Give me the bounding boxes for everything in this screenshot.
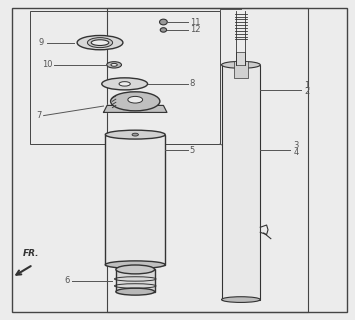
Ellipse shape: [87, 38, 113, 48]
Ellipse shape: [132, 133, 138, 136]
Bar: [29, 11, 220, 144]
Ellipse shape: [111, 63, 117, 66]
Ellipse shape: [116, 265, 155, 274]
Ellipse shape: [119, 82, 130, 86]
Ellipse shape: [107, 62, 121, 68]
Bar: [234, 61, 248, 77]
Text: 6: 6: [65, 276, 70, 285]
Bar: [116, 269, 155, 292]
Text: 11: 11: [190, 18, 200, 27]
Ellipse shape: [116, 288, 155, 295]
Ellipse shape: [105, 261, 165, 268]
Text: 4: 4: [294, 148, 299, 156]
Text: 7: 7: [37, 111, 42, 120]
Ellipse shape: [128, 96, 143, 103]
Bar: [236, 52, 245, 65]
Text: 10: 10: [42, 60, 53, 69]
Text: 1: 1: [304, 81, 310, 90]
Ellipse shape: [222, 297, 260, 302]
Text: 12: 12: [190, 25, 200, 35]
Text: 8: 8: [190, 79, 195, 88]
Bar: [105, 135, 165, 265]
Polygon shape: [104, 105, 167, 112]
Ellipse shape: [77, 36, 123, 50]
Ellipse shape: [159, 19, 167, 25]
Text: 2: 2: [304, 87, 310, 96]
Text: 9: 9: [38, 38, 44, 47]
Ellipse shape: [105, 130, 165, 139]
Ellipse shape: [110, 92, 160, 111]
Bar: [107, 8, 308, 312]
Ellipse shape: [222, 61, 260, 68]
Ellipse shape: [102, 78, 148, 90]
Bar: [222, 65, 260, 300]
Ellipse shape: [160, 28, 166, 32]
Text: FR.: FR.: [23, 249, 39, 258]
Text: 3: 3: [294, 141, 299, 150]
Text: 5: 5: [190, 146, 195, 155]
Ellipse shape: [91, 40, 109, 45]
